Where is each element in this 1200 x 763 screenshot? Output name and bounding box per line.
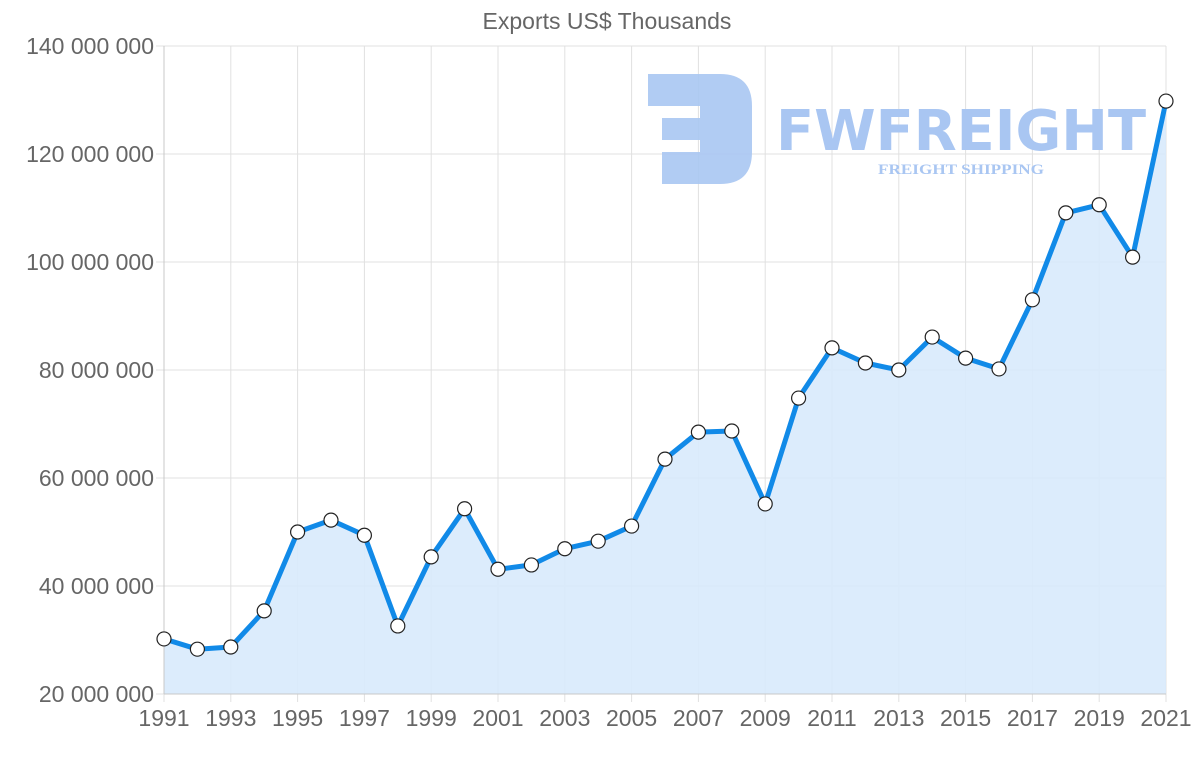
data-point-2019[interactable] — [1091, 197, 1107, 213]
y-tick-label: 20 000 000 — [39, 681, 154, 707]
data-point-1992[interactable] — [189, 641, 205, 657]
watermark-brand: FWFREIGHT — [776, 99, 1146, 164]
x-tick-label: 2005 — [606, 705, 657, 731]
data-point-2010[interactable] — [790, 390, 807, 406]
x-tick-label: 2001 — [472, 705, 523, 731]
y-tick-label: 100 000 000 — [26, 249, 154, 275]
series-area-fill — [164, 101, 1166, 695]
data-point-2004[interactable] — [590, 533, 606, 549]
y-tick-label: 40 000 000 — [39, 573, 154, 599]
x-tick-label: 2017 — [1007, 705, 1058, 731]
y-tick-label: 80 000 000 — [39, 357, 154, 383]
logo-mark-icon — [648, 74, 752, 184]
data-point-2005[interactable] — [623, 518, 640, 534]
x-tick-label: 2019 — [1074, 705, 1125, 731]
x-tick-label: 2015 — [940, 705, 991, 731]
data-point-2002[interactable] — [523, 557, 540, 573]
x-tick-label: 1993 — [205, 705, 256, 731]
watermark-logo: FWFREIGHT FREIGHT SHIPPING — [648, 74, 1146, 184]
data-point-1994[interactable] — [256, 603, 272, 619]
data-point-2014[interactable] — [924, 329, 940, 345]
x-tick-label: 2003 — [539, 705, 590, 731]
watermark-tagline: FREIGHT SHIPPING — [878, 162, 1044, 178]
x-tick-label: 1991 — [138, 705, 189, 731]
x-tick-label: 2007 — [673, 705, 724, 731]
data-points — [156, 93, 1174, 657]
data-point-2003[interactable] — [557, 541, 573, 557]
axes — [163, 46, 1166, 695]
data-point-2009[interactable] — [757, 496, 773, 512]
data-point-1991[interactable] — [156, 631, 172, 647]
data-point-1993[interactable] — [223, 639, 239, 655]
data-point-2008[interactable] — [724, 423, 740, 439]
data-point-1995[interactable] — [290, 524, 306, 540]
chart-title: Exports US$ Thousands — [482, 8, 732, 34]
data-point-1996[interactable] — [323, 512, 339, 528]
data-point-2001[interactable] — [490, 561, 506, 577]
x-tick-label: 1997 — [339, 705, 390, 731]
data-point-2011[interactable] — [824, 340, 840, 356]
data-point-2017[interactable] — [1024, 292, 1041, 308]
data-point-2007[interactable] — [690, 424, 707, 440]
data-point-2013[interactable] — [891, 362, 907, 378]
data-point-2018[interactable] — [1058, 205, 1074, 221]
y-axis-ticks: 20 000 000 40 000 000 60 000 000 80 000 000… — [26, 33, 154, 707]
data-point-1998[interactable] — [390, 618, 406, 634]
x-tick-label: 2013 — [873, 705, 924, 731]
y-tick-label: 120 000 000 — [26, 141, 154, 167]
data-point-1999[interactable] — [423, 549, 439, 565]
x-tick-label: 2021 — [1140, 705, 1191, 731]
y-tick-label: 60 000 000 — [39, 465, 154, 491]
data-point-2021[interactable] — [1158, 93, 1174, 109]
x-axis-ticks: 1991 1993 1995 1997 1999 2001 2003 2005 2007 2009… — [138, 705, 1191, 731]
y-tick-label: 140 000 000 — [26, 33, 154, 59]
data-point-2020[interactable] — [1124, 249, 1141, 265]
data-point-2016[interactable] — [991, 361, 1007, 377]
data-point-2000[interactable] — [457, 501, 473, 517]
x-tick-label: 1999 — [406, 705, 457, 731]
x-tick-label: 2009 — [740, 705, 791, 731]
data-point-2006[interactable] — [657, 451, 673, 467]
x-tick-label: 2011 — [807, 705, 856, 731]
data-point-1997[interactable] — [356, 527, 372, 543]
data-point-2012[interactable] — [857, 355, 874, 371]
x-tick-label: 1995 — [272, 705, 323, 731]
data-point-2015[interactable] — [957, 350, 974, 366]
